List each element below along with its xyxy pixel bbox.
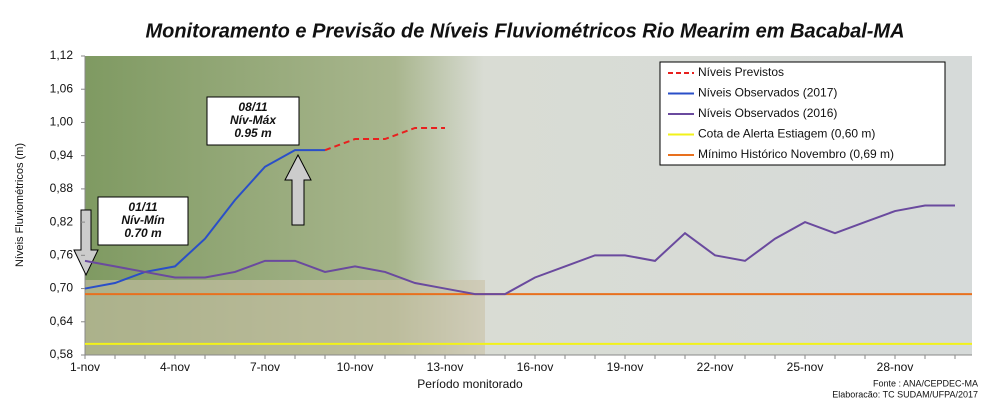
y-axis-label: Níveis Fluviométricos (m): [14, 143, 26, 267]
annotation-date: 01/11: [128, 200, 157, 214]
chart: Monitoramento e Previsão de Níveis Fluvi…: [0, 0, 989, 401]
x-tick-label: 7-nov: [250, 360, 280, 374]
x-tick-label: 4-nov: [160, 360, 190, 374]
x-tick-label: 10-nov: [337, 360, 374, 374]
legend-label: Níveis Observados (2016): [698, 106, 837, 120]
annotation-level: 0.95 m: [234, 126, 272, 140]
source: Fonte : ANA/CEPDEC-MA: [873, 378, 978, 388]
y-tick-label: 0,58: [50, 347, 74, 361]
x-tick-label: 13-nov: [427, 360, 464, 374]
y-tick-label: 0,88: [50, 181, 74, 195]
chart-title: Monitoramento e Previsão de Níveis Fluvi…: [145, 20, 904, 42]
x-tick-label: 22-nov: [697, 360, 734, 374]
legend-label: Níveis Observados (2017): [698, 86, 837, 100]
y-tick-label: 0,82: [50, 214, 74, 228]
annotation-level: 0.70 m: [124, 226, 162, 240]
y-tick-label: 0,94: [50, 148, 74, 162]
x-tick-label: 19-nov: [607, 360, 644, 374]
annotation-label: Nív-Máx: [230, 113, 277, 127]
y-tick-label: 0,70: [50, 281, 74, 295]
x-axis-label: Período monitorado: [417, 377, 523, 391]
y-tick-label: 1,06: [50, 81, 74, 95]
credit: Elaboracão: TC SUDAM/UFPA/2017: [832, 389, 978, 399]
y-tick-label: 1,00: [50, 115, 74, 129]
annotation-label: Nív-Mín: [121, 213, 164, 227]
legend-label: Níveis Previstos: [698, 65, 784, 79]
legend-label: Cota de Alerta Estiagem (0,60 m): [698, 127, 875, 141]
x-tick-label: 1-nov: [70, 360, 100, 374]
x-tick-label: 16-nov: [517, 360, 554, 374]
x-tick-label: 28-nov: [877, 360, 914, 374]
y-tick-label: 0,76: [50, 248, 74, 262]
y-tick-label: 1,12: [50, 48, 74, 62]
legend-label: Mínimo Histórico Novembro (0,69 m): [698, 147, 894, 161]
y-tick-label: 0,64: [50, 314, 74, 328]
x-tick-label: 25-nov: [787, 360, 824, 374]
annotation-date: 08/11: [238, 100, 267, 114]
